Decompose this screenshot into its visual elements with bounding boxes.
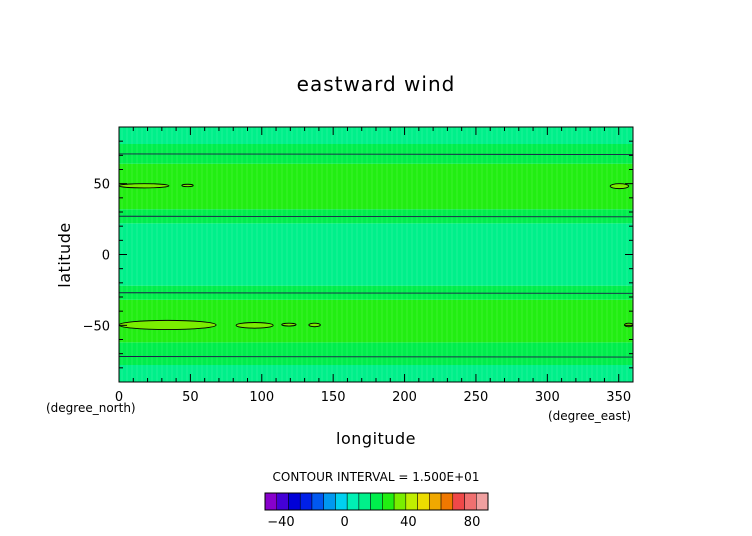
contour-band	[119, 163, 633, 210]
colorbar-swatch	[264, 492, 277, 511]
contour-cell	[235, 322, 274, 329]
colorbar-swatch	[346, 492, 360, 511]
contour-cell	[281, 322, 297, 327]
x-tick-label: 150	[321, 390, 346, 405]
colorbar-swatch	[311, 492, 324, 511]
colorbar: −40 0 40 80	[264, 492, 489, 530]
x-axis-title: longitude	[336, 429, 416, 448]
y-tick-label: 50	[93, 178, 110, 193]
colorbar-frame	[264, 492, 489, 511]
y-axis-title: latitude	[55, 222, 74, 287]
colorbar-swatch	[417, 492, 430, 511]
colorbar-swatch	[323, 492, 336, 511]
contour-line	[118, 292, 634, 294]
contour-interval: CONTOUR INTERVAL = 1.500E+01	[273, 470, 480, 484]
chart-title: eastward wind	[297, 72, 456, 96]
x-unit-left: (degree_north)	[46, 401, 136, 415]
contour-cell	[181, 183, 194, 188]
colorbar-swatch	[429, 492, 442, 511]
colorbar-swatch	[299, 492, 313, 511]
x-tick-label: 250	[464, 390, 489, 405]
colorbar-swatch	[476, 492, 489, 511]
colorbar-swatch	[358, 492, 371, 511]
x-tick-label: 200	[392, 390, 417, 405]
colorbar-tick-label: 80	[464, 515, 481, 530]
x-tick-label: 0	[115, 390, 123, 405]
contour-band	[119, 342, 633, 365]
contour-cell	[609, 183, 630, 190]
x-unit-right: (degree_east)	[548, 409, 631, 423]
contour-band	[119, 365, 633, 382]
contour-cell	[118, 183, 170, 189]
y-tick-label: −50	[83, 319, 110, 334]
colorbar-swatch	[370, 492, 383, 511]
colorbar-tick-label: 40	[400, 515, 417, 530]
colorbar-swatch	[276, 492, 289, 511]
plot-area	[118, 126, 634, 383]
colorbar-swatch	[452, 492, 465, 511]
colorbar-tick-label: −40	[267, 515, 294, 530]
x-tick-label: 350	[606, 390, 631, 405]
colorbar-swatch	[288, 492, 301, 511]
contour-band	[119, 127, 633, 144]
colorbar-swatch	[464, 492, 477, 511]
colorbar-swatch	[382, 492, 395, 511]
colorbar-swatch	[405, 492, 418, 511]
contour-line	[118, 215, 634, 218]
x-tick-label: 50	[182, 390, 199, 405]
colorbar-swatch	[335, 492, 348, 511]
colorbar-swatch	[440, 492, 454, 511]
contour-cell	[308, 322, 321, 328]
x-tick-label: 100	[249, 390, 274, 405]
contour-line	[118, 355, 634, 358]
colorbar-tick-label: 0	[341, 515, 349, 530]
x-tick-label: 300	[535, 390, 560, 405]
colorbar-swatch	[393, 492, 407, 511]
contour-line	[118, 153, 634, 155]
contour-band	[119, 223, 633, 286]
contour-cell	[118, 319, 217, 331]
contour-band	[119, 299, 633, 343]
y-tick-label: 0	[102, 249, 110, 264]
